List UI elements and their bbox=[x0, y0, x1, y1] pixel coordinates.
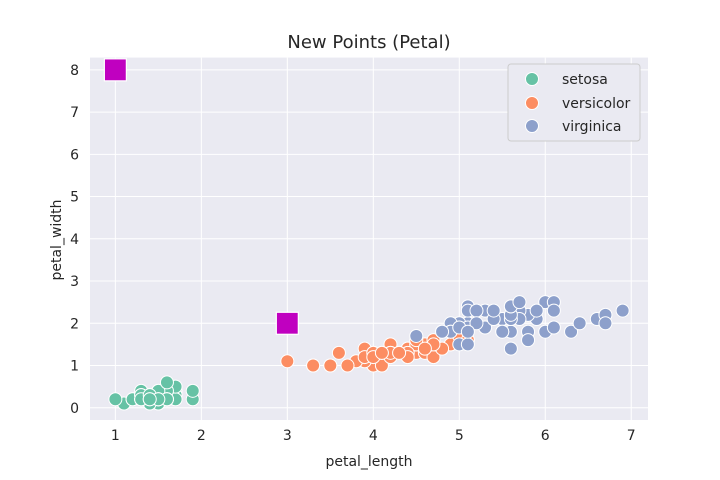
y-tick-label: 5 bbox=[70, 190, 79, 206]
versicolor-point bbox=[323, 358, 338, 373]
setosa-point bbox=[185, 383, 200, 398]
virginica-point bbox=[460, 324, 475, 339]
y-tick-label: 6 bbox=[70, 147, 79, 163]
y-tick-label: 8 bbox=[70, 63, 79, 79]
x-tick-label: 3 bbox=[283, 428, 292, 444]
legend-marker-versicolor bbox=[525, 96, 539, 110]
virginica-point bbox=[435, 324, 450, 339]
virginica-point bbox=[495, 324, 510, 339]
virginica-point bbox=[564, 324, 579, 339]
virginica-point bbox=[598, 316, 613, 331]
highlighted-square-marker bbox=[103, 58, 127, 82]
versicolor-point bbox=[340, 358, 355, 373]
virginica-point bbox=[469, 316, 484, 331]
x-tick-label: 7 bbox=[627, 428, 636, 444]
virginica-point bbox=[572, 316, 587, 331]
virginica-point bbox=[503, 341, 518, 356]
virginica-point bbox=[615, 303, 630, 318]
virginica-point bbox=[512, 295, 527, 310]
highlighted-square-marker bbox=[275, 311, 299, 335]
versicolor-point bbox=[306, 358, 321, 373]
x-tick-label: 5 bbox=[455, 428, 464, 444]
legend-box bbox=[507, 63, 641, 142]
virginica-point bbox=[521, 333, 536, 348]
data-points bbox=[103, 58, 630, 411]
virginica-point bbox=[469, 303, 484, 318]
y-tick-label: 3 bbox=[70, 274, 79, 290]
legend-marker-setosa bbox=[525, 72, 539, 86]
virginica-point bbox=[486, 303, 501, 318]
setosa-point bbox=[159, 375, 174, 390]
setosa-point bbox=[108, 392, 123, 407]
virginica-point bbox=[460, 337, 475, 352]
x-tick-label: 1 bbox=[111, 428, 120, 444]
virginica-point bbox=[409, 328, 424, 343]
x-tick-label: 2 bbox=[197, 428, 206, 444]
y-axis-label: petal_width bbox=[49, 199, 65, 280]
legend-label-setosa: setosa bbox=[562, 72, 608, 88]
x-tick-label: 4 bbox=[369, 428, 378, 444]
virginica-point bbox=[529, 303, 544, 318]
versicolor-point bbox=[392, 345, 407, 360]
tick-labels: 1 2 3 4 5 6 7 0 1 2 3 4 5 6 7 8 bbox=[70, 63, 636, 444]
y-tick-label: 7 bbox=[70, 105, 79, 121]
legend-label-virginica: virginica bbox=[562, 119, 622, 135]
y-tick-label: 4 bbox=[70, 232, 79, 248]
setosa-point bbox=[142, 392, 157, 407]
versicolor-point bbox=[280, 354, 295, 369]
y-tick-label: 0 bbox=[70, 401, 79, 417]
legend-label-versicolor: versicolor bbox=[562, 96, 631, 112]
versicolor-point bbox=[374, 345, 389, 360]
chart-title: New Points (Petal) bbox=[287, 32, 450, 53]
virginica-point bbox=[546, 320, 561, 335]
y-tick-label: 2 bbox=[70, 316, 79, 332]
virginica-point bbox=[546, 303, 561, 318]
x-tick-label: 6 bbox=[541, 428, 550, 444]
legend: setosa versicolor virginica bbox=[507, 63, 641, 142]
versicolor-point bbox=[417, 341, 432, 356]
versicolor-point bbox=[331, 345, 346, 360]
legend-marker-virginica bbox=[525, 119, 539, 133]
x-axis-label: petal_length bbox=[325, 454, 412, 470]
y-tick-label: 1 bbox=[70, 359, 79, 375]
